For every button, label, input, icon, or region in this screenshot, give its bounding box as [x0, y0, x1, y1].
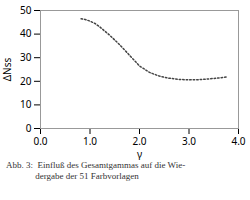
svg-text:1.0: 1.0: [83, 134, 97, 148]
svg-text:0.0: 0.0: [33, 134, 47, 148]
svg-text:30: 30: [20, 50, 32, 64]
svg-text:50: 50: [20, 3, 32, 17]
svg-text:3.0: 3.0: [182, 134, 196, 148]
svg-text:40: 40: [20, 26, 32, 40]
svg-text:20: 20: [20, 74, 32, 88]
svg-text:4.0: 4.0: [231, 134, 245, 148]
svg-text:10: 10: [20, 97, 32, 111]
svg-text:0: 0: [26, 121, 32, 135]
html-text:Abb. 3: Einfluß des Gesamtgamm: Abb. 3: Einfluß des Gesamtgammas auf die…: [6, 160, 186, 170]
svg-text:2.0: 2.0: [132, 134, 146, 148]
svg-text:ΔNss: ΔNss: [0, 58, 14, 82]
html-text:dergabe der 51 Farbvorlagen: dergabe der 51 Farbvorlagen: [6, 171, 139, 181]
svg-text:γ: γ: [137, 147, 142, 161]
